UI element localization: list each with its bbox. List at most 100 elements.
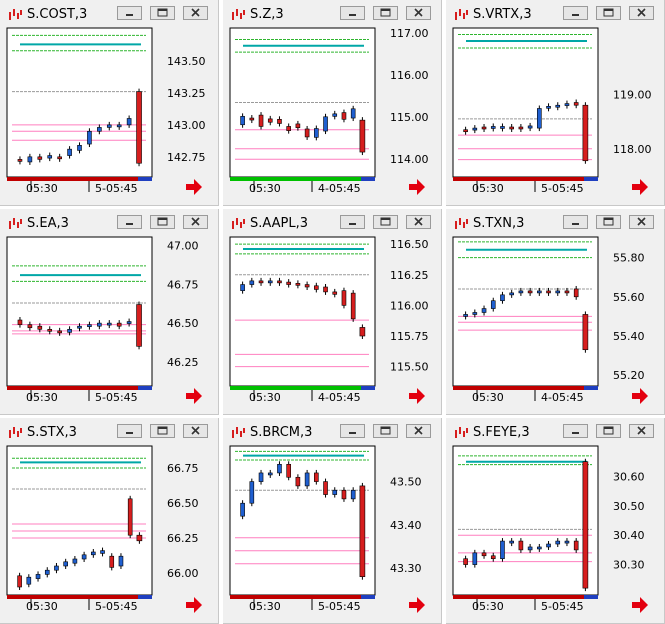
maximize-button[interactable] bbox=[373, 215, 398, 229]
candle[interactable] bbox=[258, 280, 264, 284]
candle[interactable] bbox=[286, 463, 291, 478]
candle[interactable] bbox=[67, 148, 72, 156]
close-button[interactable] bbox=[183, 6, 208, 20]
candle[interactable] bbox=[463, 129, 468, 133]
close-button[interactable] bbox=[406, 6, 431, 20]
price-chart[interactable]: 66.75 66.50 66.25 66.00 05:30 5-05:45 bbox=[0, 418, 219, 624]
candle[interactable] bbox=[27, 324, 33, 329]
scroll-right-arrow-icon[interactable] bbox=[409, 179, 425, 195]
candle[interactable] bbox=[481, 126, 487, 130]
candle[interactable] bbox=[72, 558, 78, 564]
chart-window[interactable]: S.EA,3 47.00 46.75 46.50 46.25 05:30 5-05:45 bbox=[0, 209, 219, 415]
candle[interactable] bbox=[472, 127, 478, 131]
scroll-right-arrow-icon[interactable] bbox=[186, 597, 202, 613]
candle[interactable] bbox=[116, 124, 122, 128]
candle[interactable] bbox=[350, 292, 356, 320]
candle[interactable] bbox=[27, 156, 33, 163]
candle[interactable] bbox=[240, 502, 245, 517]
window-titlebar[interactable]: S.STX,3 bbox=[0, 418, 218, 446]
candle[interactable] bbox=[77, 145, 82, 151]
price-chart[interactable]: 143.50 143.25 143.00 142.75 05:30 5-05:45 bbox=[0, 0, 219, 206]
candle[interactable] bbox=[582, 104, 589, 162]
candle[interactable] bbox=[97, 127, 102, 132]
candle[interactable] bbox=[17, 575, 22, 588]
candle[interactable] bbox=[136, 91, 142, 164]
candle[interactable] bbox=[258, 472, 264, 482]
candle[interactable] bbox=[500, 540, 505, 560]
candle[interactable] bbox=[341, 290, 347, 306]
candle[interactable] bbox=[582, 314, 589, 351]
candle[interactable] bbox=[258, 114, 264, 127]
maximize-button[interactable] bbox=[150, 215, 175, 229]
candle[interactable] bbox=[277, 280, 282, 284]
candle[interactable] bbox=[295, 476, 301, 487]
minimize-button[interactable] bbox=[563, 6, 588, 20]
candle[interactable] bbox=[314, 472, 319, 482]
candle[interactable] bbox=[286, 281, 291, 285]
candle[interactable] bbox=[127, 498, 133, 536]
scroll-right-arrow-icon[interactable] bbox=[186, 179, 202, 195]
candle[interactable] bbox=[87, 130, 92, 145]
price-chart[interactable]: 119.00 118.00 05:30 5-05:45 bbox=[446, 0, 665, 206]
candle[interactable] bbox=[126, 118, 132, 126]
candle[interactable] bbox=[35, 574, 41, 579]
candle[interactable] bbox=[97, 322, 102, 327]
candle[interactable] bbox=[509, 126, 514, 130]
candle[interactable] bbox=[341, 112, 347, 120]
candle[interactable] bbox=[582, 461, 589, 589]
candle[interactable] bbox=[537, 546, 542, 550]
candle[interactable] bbox=[267, 472, 273, 476]
price-chart[interactable]: 43.50 43.40 43.30 05:30 5-05:45 bbox=[223, 418, 442, 624]
candle[interactable] bbox=[295, 123, 301, 128]
maximize-button[interactable] bbox=[373, 424, 398, 438]
candle[interactable] bbox=[573, 288, 579, 298]
candle[interactable] bbox=[106, 124, 112, 128]
close-button[interactable] bbox=[629, 6, 654, 20]
candle[interactable] bbox=[573, 540, 579, 551]
candle[interactable] bbox=[472, 552, 478, 565]
chart-window[interactable]: S.FEYE,3 30.60 30.50 30.40 30.30 05:30 5-05:45 bbox=[446, 418, 665, 624]
candle[interactable] bbox=[472, 312, 478, 315]
candle[interactable] bbox=[518, 126, 524, 130]
candle[interactable] bbox=[500, 126, 505, 129]
candle[interactable] bbox=[527, 546, 533, 551]
close-button[interactable] bbox=[629, 424, 654, 438]
window-titlebar[interactable]: S.BRCM,3 bbox=[223, 418, 441, 446]
candle[interactable] bbox=[295, 283, 301, 286]
minimize-button[interactable] bbox=[340, 424, 365, 438]
candle[interactable] bbox=[44, 569, 50, 575]
scroll-right-arrow-icon[interactable] bbox=[632, 597, 648, 613]
candle[interactable] bbox=[490, 300, 496, 309]
candle[interactable] bbox=[555, 290, 561, 294]
window-titlebar[interactable]: S.COST,3 bbox=[0, 0, 218, 28]
candle[interactable] bbox=[564, 103, 570, 106]
candle[interactable] bbox=[304, 128, 310, 138]
candle[interactable] bbox=[37, 156, 43, 160]
candle[interactable] bbox=[126, 321, 132, 324]
minimize-button[interactable] bbox=[340, 6, 365, 20]
candle[interactable] bbox=[304, 284, 310, 288]
candle[interactable] bbox=[286, 126, 291, 131]
minimize-button[interactable] bbox=[563, 215, 588, 229]
candle[interactable] bbox=[537, 108, 542, 129]
window-titlebar[interactable]: S.TXN,3 bbox=[446, 209, 664, 237]
candle[interactable] bbox=[481, 308, 487, 313]
window-titlebar[interactable]: S.FEYE,3 bbox=[446, 418, 664, 446]
candle[interactable] bbox=[240, 284, 245, 291]
window-titlebar[interactable]: S.AAPL,3 bbox=[223, 209, 441, 237]
candle[interactable] bbox=[490, 126, 496, 129]
close-button[interactable] bbox=[406, 424, 431, 438]
minimize-button[interactable] bbox=[117, 215, 142, 229]
candle[interactable] bbox=[81, 554, 87, 560]
candle[interactable] bbox=[314, 128, 319, 138]
chart-window[interactable]: S.COST,3 143.50 143.25 143.00 142.75 05:30 5-0… bbox=[0, 0, 219, 206]
candle[interactable] bbox=[359, 327, 366, 337]
candle[interactable] bbox=[249, 280, 255, 285]
chart-window[interactable]: S.TXN,3 55.80 55.60 55.40 55.20 05:30 4-05:45 bbox=[446, 209, 665, 415]
maximize-button[interactable] bbox=[596, 6, 621, 20]
candle[interactable] bbox=[573, 102, 579, 106]
candle[interactable] bbox=[518, 540, 524, 551]
candle[interactable] bbox=[267, 280, 273, 284]
candle[interactable] bbox=[277, 119, 282, 124]
candle[interactable] bbox=[481, 552, 487, 557]
